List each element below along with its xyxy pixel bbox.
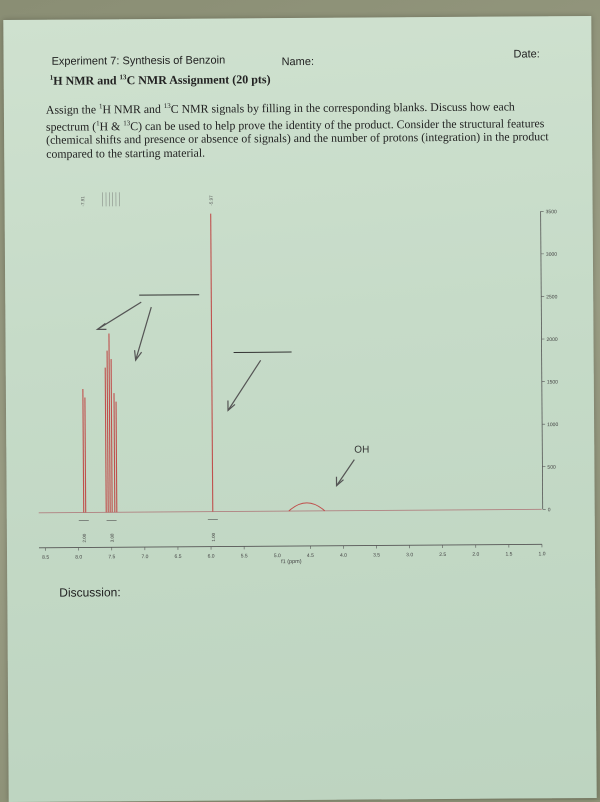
x-tick-label: 3.0 — [406, 552, 413, 558]
x-tick-label: 8.0 — [75, 555, 82, 561]
worksheet-page: Experiment 7: Synthesis of Benzoin Name:… — [3, 16, 596, 802]
x-tick-label: 2.0 — [472, 552, 479, 558]
nmr-spectrum: 8.5 8.0 7.5 7.0 6.5 6.0 5.5 4.5 4.0 3.5 3.0 2.5 2.0 1… — [4, 166, 596, 730]
spectrum-peak — [211, 214, 213, 512]
y-tick-label: 500 — [547, 465, 556, 471]
spectrum-peak — [107, 351, 108, 513]
arrow-icon — [97, 301, 354, 488]
spectrum-peak — [289, 503, 325, 511]
peak-label: -5.97 — [209, 195, 214, 206]
spectrum-peak — [105, 368, 106, 513]
spectrum-peak — [111, 359, 112, 512]
y-tick-label: 1500 — [547, 379, 558, 385]
x-axis — [39, 544, 542, 548]
x-axis-value: 5.0 — [274, 553, 281, 559]
y-tick-label: 0 — [548, 507, 551, 513]
integral-value: 2.00 — [82, 533, 87, 542]
x-tick-label: 6.5 — [175, 554, 182, 560]
y-axis — [541, 211, 543, 509]
assignment-title: 1H NMR and 13C NMR Assignment (20 pts) — [50, 72, 271, 89]
x-tick-label: 2.5 — [439, 552, 446, 558]
x-tick-label: 4.5 — [307, 553, 314, 559]
x-tick-label: 1.5 — [505, 552, 512, 558]
y-tick-label: 3500 — [546, 209, 557, 215]
x-tick-label: 7.0 — [141, 554, 148, 560]
x-tick-label: 8.5 — [42, 555, 49, 561]
y-tick-label: 1000 — [547, 422, 558, 428]
x-tick-label: 5.5 — [241, 553, 248, 559]
y-tick-label: 2000 — [547, 337, 558, 343]
integral-value: 3.08 — [110, 533, 115, 542]
instructions-text: Assign the 1H NMR and 13C NMR signals by… — [46, 97, 561, 161]
x-axis-label: f1 (ppm) — [281, 559, 302, 565]
name-label: Name: — [282, 56, 314, 68]
x-tick-label: 6.0 — [208, 554, 215, 560]
x-tick-label: 1.0 — [539, 551, 546, 557]
experiment-title: Experiment 7: Synthesis of Benzoin — [52, 55, 226, 68]
oh-label: OH — [354, 445, 369, 456]
date-label: Date: — [513, 48, 539, 60]
spectrum-peak — [83, 389, 84, 512]
y-tick-label: 3000 — [546, 252, 557, 258]
spectrum-peak — [109, 334, 110, 513]
x-tick-label: 4.0 — [340, 553, 347, 559]
x-tick-label: 7.5 — [108, 554, 115, 560]
peak-label: -7.91 — [80, 196, 85, 207]
integral-value: 1.00 — [211, 532, 216, 541]
discussion-label: Discussion: — [59, 585, 120, 599]
spectrum-peak — [114, 393, 115, 512]
y-tick-label: 2500 — [546, 294, 557, 300]
spectrum-peak — [85, 398, 86, 513]
x-tick-label: 3.5 — [373, 552, 380, 558]
spectrum-peak — [116, 402, 117, 513]
